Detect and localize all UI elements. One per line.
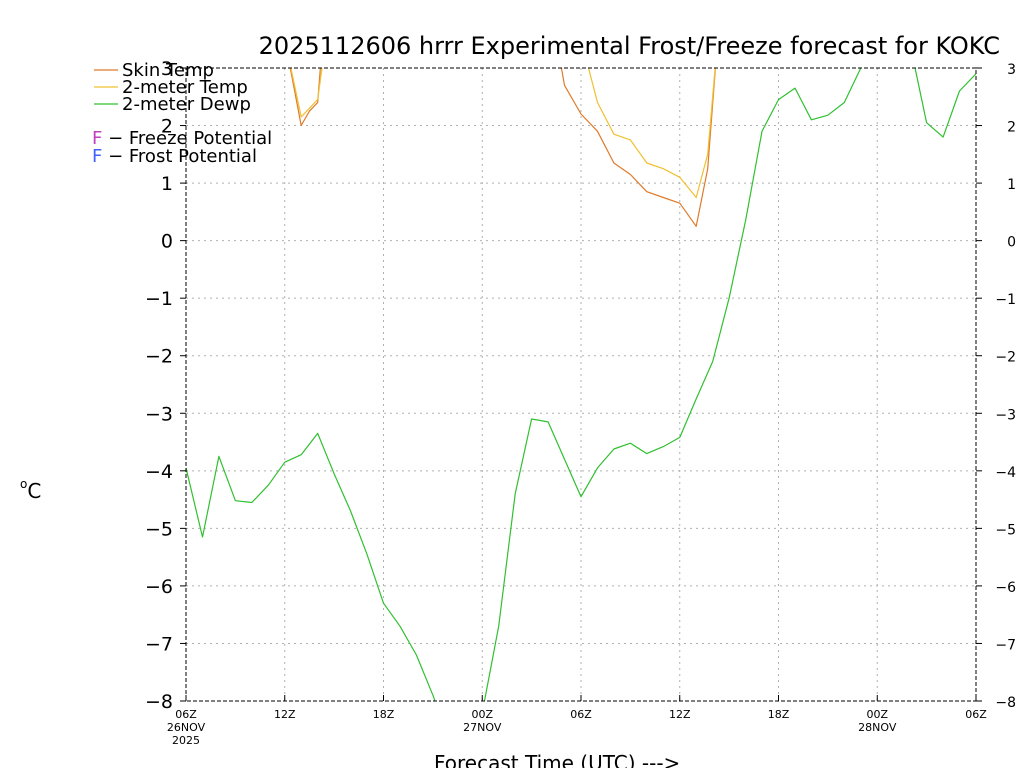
- x-tick-label: 12Z: [274, 708, 296, 721]
- x-tick-label: 18Z: [373, 708, 395, 721]
- y-tick-label-left: −4: [145, 461, 173, 483]
- y-tick-label-right: −2: [995, 350, 1016, 366]
- series-line-skin-temp: [289, 68, 717, 227]
- y-axis-right: −8 −7 −6 −5 −4 −3 −2 −1 0 1 2 3: [976, 62, 1016, 711]
- y-tick-label-left: −6: [145, 576, 173, 598]
- x-axis-label: Forecast Time (UTC) --->: [434, 751, 680, 768]
- chart-title: 2025112606 hrrr Experimental Frost/Freez…: [259, 32, 1000, 60]
- legend-label: 2-meter Dewp: [122, 94, 251, 115]
- potential-label: − Freeze Potential: [102, 128, 272, 149]
- x-tick-label: 06Z: [175, 708, 197, 721]
- potential-legend-entry: F − Frost Potential: [92, 146, 257, 167]
- y-tick-label-right: 0: [1007, 235, 1016, 251]
- x-tick-label: 00Z: [866, 708, 888, 721]
- x-tick-year: 2025: [172, 734, 200, 747]
- legend-label: Skin Temp: [122, 60, 214, 81]
- y-tick-label-right: −3: [995, 407, 1016, 423]
- potential-legend-entry: F − Freeze Potential: [92, 128, 272, 149]
- y-tick-label-left: 0: [161, 231, 173, 253]
- y-tick-label-right: 3: [1007, 62, 1016, 78]
- y-tick-label-left: 3: [161, 58, 173, 80]
- x-tick-label: 18Z: [768, 708, 790, 721]
- y-tick-label-right: −7: [995, 637, 1016, 653]
- potential-letter: F: [92, 128, 102, 149]
- x-tick-label: 12Z: [669, 708, 691, 721]
- series-line-2-meter-temp: [290, 68, 716, 199]
- y-tick-label-left: 2: [161, 116, 173, 138]
- degree-symbol: o: [20, 477, 27, 491]
- y-tick-label-right: −6: [995, 580, 1016, 596]
- y-axis-unit: C: [27, 479, 41, 503]
- y-tick-label-right: −4: [995, 465, 1016, 481]
- x-tick-label: 06Z: [570, 708, 592, 721]
- legend-label: 2-meter Temp: [122, 77, 248, 98]
- x-tick-label: 06Z: [965, 708, 987, 721]
- y-axis-left: −8 −7 −6 −5 −4 −3 −2 −1 0 1 2 3: [145, 58, 186, 713]
- y-tick-label-left: 1: [161, 173, 173, 195]
- y-tick-label-left: −5: [145, 518, 173, 540]
- y-tick-label-left: −2: [145, 346, 173, 368]
- y-tick-label-right: −5: [995, 522, 1016, 538]
- series-layer: [186, 68, 976, 701]
- y-axis-label: oC: [20, 477, 41, 503]
- x-tick-date: 27NOV: [463, 721, 502, 734]
- y-tick-label-left: −8: [145, 691, 173, 713]
- y-tick-label-left: −7: [145, 633, 173, 655]
- series-line-2-meter-dewp: [186, 68, 976, 701]
- x-tick-date: 28NOV: [858, 721, 897, 734]
- potential-label: − Frost Potential: [102, 146, 257, 167]
- y-tick-label-left: −3: [145, 403, 173, 425]
- y-tick-label-right: −1: [995, 292, 1016, 308]
- potential-letter: F: [92, 146, 102, 167]
- grid: [186, 68, 976, 701]
- x-tick-date: 26NOV: [167, 721, 206, 734]
- y-tick-label-right: −8: [995, 695, 1016, 711]
- plot-frame: [185, 67, 977, 702]
- y-tick-label-right: 1: [1007, 177, 1016, 193]
- x-tick-label: 00Z: [471, 708, 493, 721]
- y-tick-label-left: −1: [145, 288, 173, 310]
- y-tick-label-right: 2: [1007, 120, 1016, 136]
